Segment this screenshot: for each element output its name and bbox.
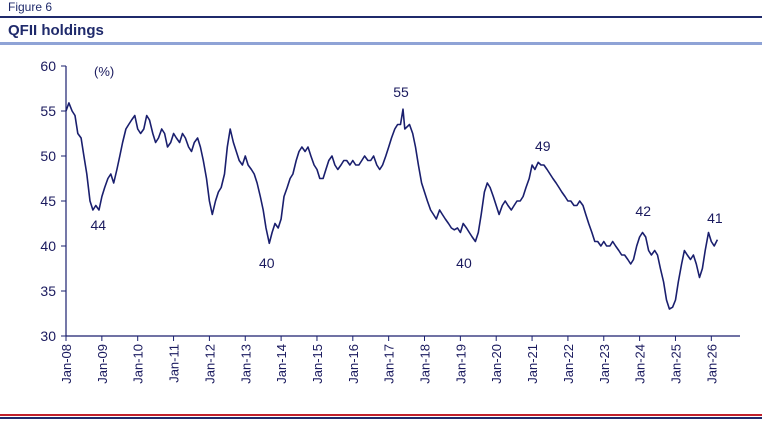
y-tick-label: 30 [40, 328, 56, 344]
y-tick-label: 35 [40, 283, 56, 299]
bottom-rule-navy [0, 417, 762, 419]
series-group [65, 102, 719, 310]
annotation-group: 44 40 55 40 49 42 41 [90, 84, 722, 271]
bottom-rule-red [0, 414, 762, 416]
x-tick-label: Jan-19 [453, 344, 468, 384]
data-annotation: 49 [535, 138, 551, 154]
title-rule [0, 42, 762, 45]
figure-label: Figure 6 [8, 0, 53, 14]
x-tick-label: Jan-17 [382, 344, 397, 384]
x-tick-label: Jan-12 [202, 344, 217, 384]
y-tick-label: 60 [40, 58, 56, 74]
y-unit-label: (%) [94, 64, 114, 79]
chart-title: QFII holdings [8, 22, 104, 39]
x-tick-label: Jan-25 [668, 344, 683, 384]
y-tick-label: 50 [40, 148, 56, 164]
x-tick-label: Jan-21 [525, 344, 540, 384]
top-rule [0, 16, 762, 18]
x-tick-label: Jan-16 [346, 344, 361, 384]
y-tick-label: 55 [40, 103, 56, 119]
x-tick-label: Jan-15 [310, 344, 325, 384]
data-annotation: 41 [707, 210, 723, 226]
x-tick-label: Jan-11 [167, 344, 182, 383]
x-tick-label: Jan-13 [238, 344, 253, 384]
x-tick-label: Jan-22 [561, 344, 576, 384]
data-annotation: 55 [393, 84, 409, 100]
x-tick-label: Jan-08 [59, 344, 74, 384]
data-annotation: 40 [259, 255, 275, 271]
x-tick-label: Jan-26 [704, 344, 719, 384]
x-tick-label: Jan-09 [95, 344, 110, 384]
x-tick-label: Jan-14 [274, 344, 289, 384]
data-annotation: 40 [456, 255, 472, 271]
data-annotation: 44 [90, 217, 106, 233]
x-tick-label: Jan-23 [597, 344, 612, 384]
x-tick-label: Jan-10 [131, 344, 146, 384]
data-annotation: 42 [635, 203, 651, 219]
y-tick-label: 40 [40, 238, 56, 254]
x-tick-label: Jan-18 [418, 344, 433, 384]
series-line [65, 102, 719, 310]
x-tick-label: Jan-20 [489, 344, 504, 384]
y-tick-label: 45 [40, 193, 56, 209]
x-tick-label: Jan-24 [633, 344, 648, 384]
axes: 30 35 40 45 50 55 60 (%) Jan-08 Jan-09 Jan-10 Jan-1… [40, 58, 740, 384]
